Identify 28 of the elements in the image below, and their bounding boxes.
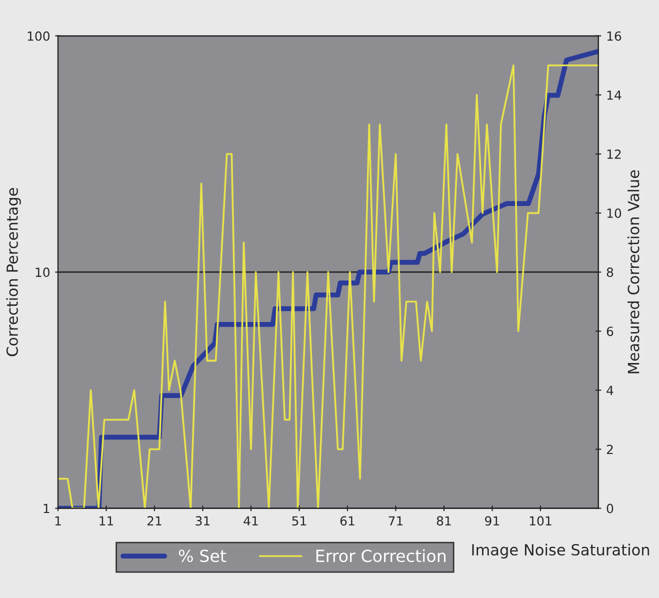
y2-axis-title: Measured Correction Value	[627, 170, 640, 374]
y-tick-label: 100	[28, 31, 50, 41]
x-axis-title: Image Noise Saturation	[472, 544, 650, 559]
y-tick-label: 1	[44, 504, 50, 514]
y2-tick-label: 10	[607, 208, 622, 218]
legend-label: % Set	[178, 550, 226, 562]
y-axis-title: Correction Percentage	[6, 188, 21, 356]
y2-tick-label: 8	[606, 268, 614, 278]
x-tick-label: 71	[388, 516, 403, 526]
x-tick-label: 61	[340, 516, 354, 526]
x-tick-label: 21	[147, 516, 162, 526]
y2-tick-label: 16	[607, 31, 622, 41]
y2-tick-label: 2	[606, 444, 613, 454]
y2-tick-label: 14	[607, 90, 622, 100]
x-tick-label: 101	[530, 516, 552, 526]
x-tick-label: 1	[55, 516, 61, 526]
legend-label: Error Correction	[316, 549, 446, 562]
x-tick-label: 91	[485, 516, 500, 526]
x-tick-label: 41	[244, 516, 258, 526]
x-tick-label: 11	[100, 516, 114, 526]
y2-tick-label: 0	[606, 504, 614, 514]
x-tick-label: 31	[196, 516, 210, 526]
y2-tick-label: 12	[607, 149, 621, 159]
x-tick-label: 51	[292, 516, 306, 526]
x-tick-label: 81	[436, 516, 451, 526]
y2-tick-label: 4	[606, 386, 614, 395]
y-tick-label: 10	[36, 268, 50, 278]
y2-tick-label: 6	[606, 326, 614, 336]
